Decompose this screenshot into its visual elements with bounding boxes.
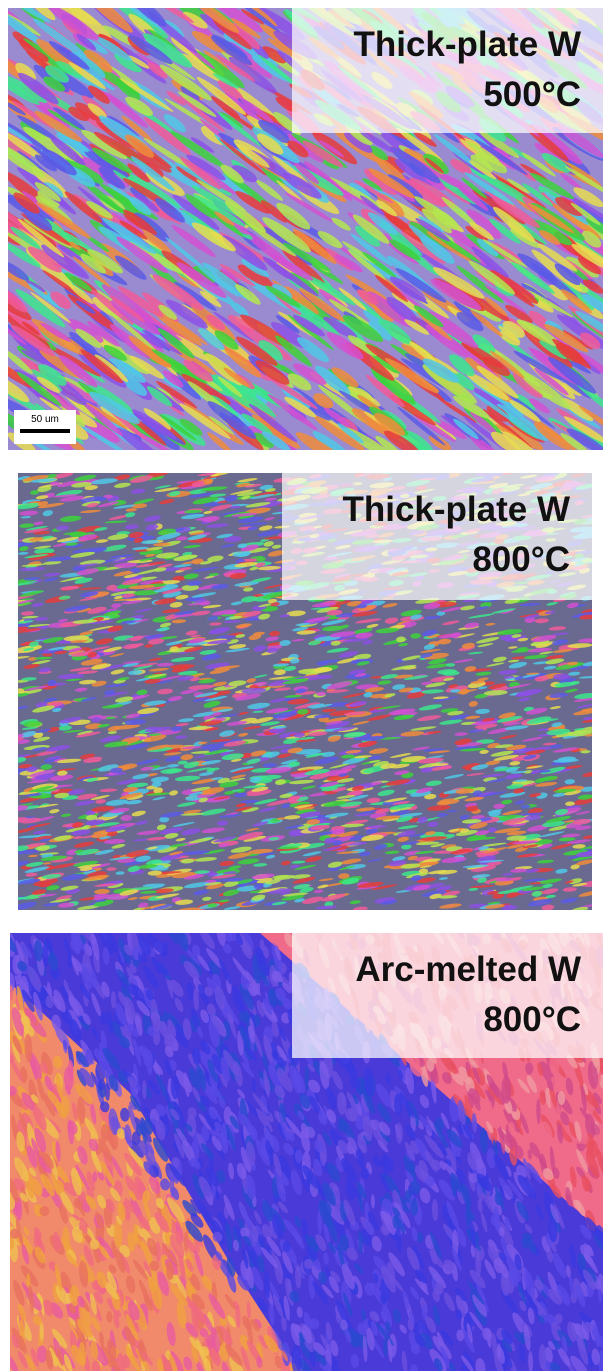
figure: {"panels": [ {"label_line1": "Thick-plat… bbox=[0, 0, 610, 1371]
